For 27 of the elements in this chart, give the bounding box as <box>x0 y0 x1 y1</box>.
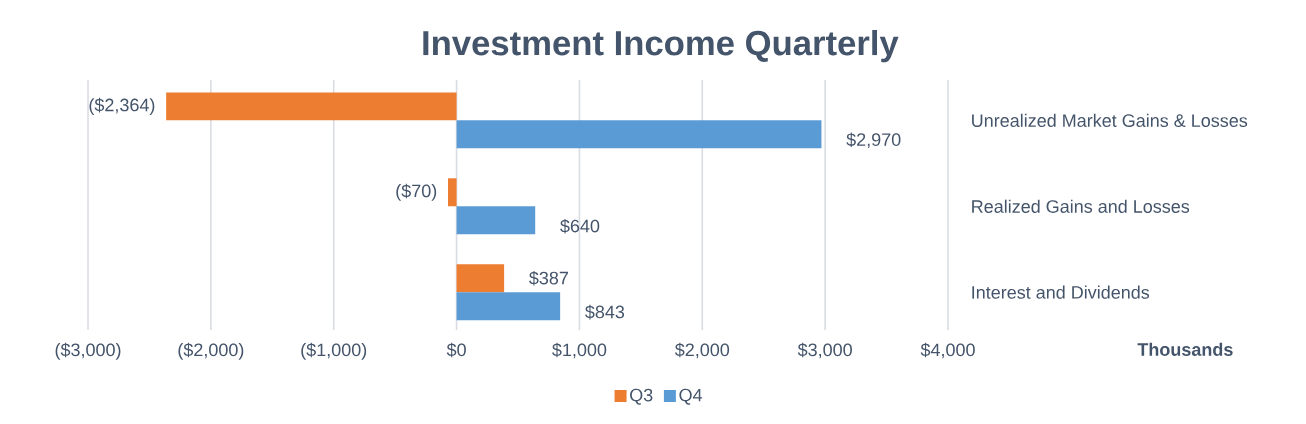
bar <box>166 92 457 121</box>
legend-label: Q3 <box>630 388 653 405</box>
y-tick-label: Interest and Dividends <box>972 285 1150 299</box>
x-axis-title: Thousands <box>1137 342 1233 356</box>
data-label: $387 <box>529 270 568 286</box>
x-tick-label: ($2,000) <box>178 342 244 360</box>
bar <box>456 206 536 235</box>
data-label: $843 <box>585 304 625 320</box>
x-tick-label: ($1,000) <box>301 342 367 360</box>
bar <box>456 264 505 293</box>
data-label: $640 <box>560 218 600 234</box>
y-tick-label: Realized Gains and Losses <box>972 199 1190 213</box>
chart-title: Investment Income Quarterly <box>423 29 899 63</box>
bar <box>456 120 822 149</box>
x-tick-label: $2,000 <box>674 342 730 359</box>
x-tick-label: $0 <box>446 342 466 358</box>
x-tick-label: $3,000 <box>797 342 852 359</box>
x-tick-label: $1,000 <box>552 342 607 359</box>
data-label: ($70) <box>396 183 437 201</box>
bar <box>456 292 561 321</box>
bar <box>447 178 457 207</box>
x-tick-label: $4,000 <box>920 342 975 359</box>
legend-label: Q4 <box>679 388 703 405</box>
x-tick-label: ($3,000) <box>55 342 121 360</box>
data-label: $2,970 <box>846 132 901 149</box>
data-label: ($2,364) <box>89 97 155 115</box>
y-tick-label: Unrealized Market Gains & Losses <box>972 113 1248 127</box>
